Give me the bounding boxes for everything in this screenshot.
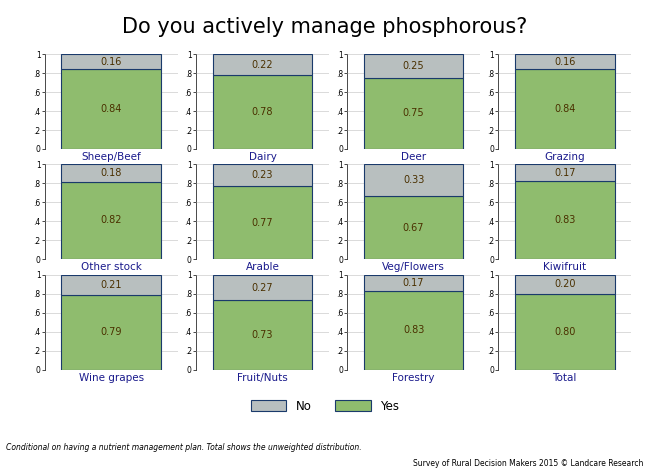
Text: 0.33: 0.33 (403, 175, 424, 185)
Bar (364, 196, 463, 259)
Text: 0.82: 0.82 (101, 215, 122, 226)
Text: 0.77: 0.77 (252, 218, 273, 228)
Bar (515, 294, 614, 370)
Text: 0.16: 0.16 (101, 57, 122, 67)
X-axis label: Sheep/Beef: Sheep/Beef (81, 152, 141, 162)
Bar (62, 54, 161, 69)
Text: 0.73: 0.73 (252, 330, 273, 340)
X-axis label: Deer: Deer (401, 152, 426, 162)
Text: 0.83: 0.83 (403, 325, 424, 335)
Bar (213, 275, 312, 300)
Bar (213, 75, 312, 149)
Bar (62, 275, 161, 295)
Text: 0.16: 0.16 (554, 57, 575, 67)
Text: Conditional on having a nutrient management plan. Total shows the unweighted dis: Conditional on having a nutrient managem… (6, 443, 362, 452)
Text: 0.83: 0.83 (554, 215, 575, 225)
Text: 0.84: 0.84 (554, 104, 575, 114)
Text: 0.17: 0.17 (554, 167, 575, 177)
Text: 0.23: 0.23 (252, 170, 273, 180)
Bar (213, 165, 312, 186)
X-axis label: Kiwifruit: Kiwifruit (543, 262, 586, 272)
Text: 0.17: 0.17 (403, 278, 424, 288)
Bar (62, 295, 161, 370)
Text: Do you actively manage phosphorous?: Do you actively manage phosphorous? (122, 17, 528, 36)
Text: 0.67: 0.67 (403, 223, 424, 233)
Bar (364, 78, 463, 149)
Bar (515, 54, 614, 69)
Text: 0.84: 0.84 (101, 104, 122, 114)
Bar (62, 165, 161, 182)
Legend: No, Yes: No, Yes (251, 400, 399, 413)
Text: 0.18: 0.18 (101, 168, 122, 178)
Text: Survey of Rural Decision Makers 2015 © Landcare Research: Survey of Rural Decision Makers 2015 © L… (413, 459, 644, 468)
Text: 0.78: 0.78 (252, 107, 273, 117)
X-axis label: Forestry: Forestry (393, 373, 435, 383)
X-axis label: Dairy: Dairy (248, 152, 276, 162)
Bar (364, 275, 463, 291)
X-axis label: Total: Total (552, 373, 577, 383)
Text: 0.22: 0.22 (252, 60, 273, 70)
X-axis label: Veg/Flowers: Veg/Flowers (382, 262, 445, 272)
X-axis label: Arable: Arable (246, 262, 280, 272)
Bar (515, 165, 614, 181)
Bar (62, 182, 161, 259)
X-axis label: Grazing: Grazing (545, 152, 585, 162)
Bar (515, 275, 614, 294)
Text: 0.75: 0.75 (403, 108, 424, 118)
Text: 0.80: 0.80 (554, 327, 575, 337)
Bar (364, 54, 463, 78)
Bar (62, 69, 161, 149)
Bar (213, 54, 312, 75)
Bar (364, 291, 463, 370)
X-axis label: Fruit/Nuts: Fruit/Nuts (237, 373, 288, 383)
Text: 0.79: 0.79 (101, 327, 122, 337)
Text: 0.25: 0.25 (403, 61, 424, 71)
Bar (213, 300, 312, 370)
Bar (515, 181, 614, 259)
Text: 0.20: 0.20 (554, 279, 575, 289)
Text: 0.27: 0.27 (252, 283, 273, 293)
X-axis label: Other stock: Other stock (81, 262, 142, 272)
Text: 0.21: 0.21 (101, 280, 122, 290)
Bar (213, 186, 312, 259)
X-axis label: Wine grapes: Wine grapes (79, 373, 144, 383)
Bar (515, 69, 614, 149)
Bar (364, 165, 463, 196)
